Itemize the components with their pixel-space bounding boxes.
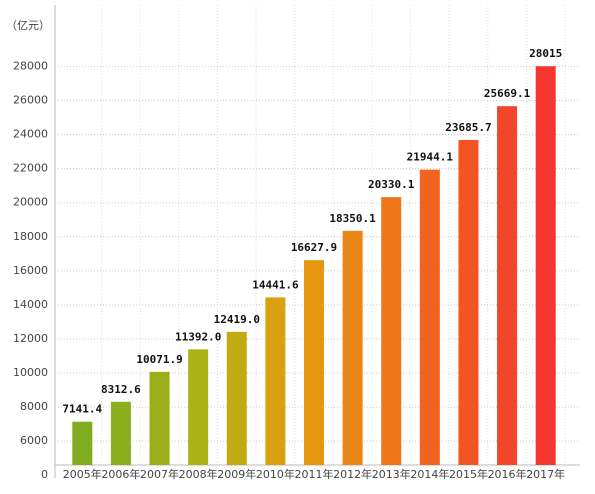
- x-tick-label: 2010年: [256, 467, 295, 481]
- y-tick-label: 24000: [13, 128, 48, 141]
- y-tick-label: 0: [41, 468, 48, 481]
- bar: [535, 66, 556, 466]
- value-label: 11392.0: [175, 330, 221, 343]
- value-label: 23685.7: [445, 121, 491, 134]
- value-label: 16627.9: [291, 241, 337, 254]
- x-tick-label: 2011年: [295, 467, 334, 481]
- y-tick-label: 26000: [13, 94, 48, 107]
- x-tick-label: 2007年: [140, 467, 179, 481]
- bar: [149, 371, 170, 465]
- x-tick-label: 2017年: [526, 467, 565, 481]
- value-label: 10071.9: [136, 353, 182, 366]
- value-label: 25669.1: [484, 87, 531, 100]
- value-label: 18350.1: [329, 212, 376, 225]
- y-axis-label: （亿元）: [6, 19, 50, 32]
- x-tick-label: 2008年: [179, 467, 218, 481]
- y-tick-label: 28000: [13, 59, 48, 72]
- bar: [265, 297, 286, 465]
- bar: [188, 349, 209, 465]
- bar: [497, 106, 518, 465]
- value-label: 12419.0: [214, 313, 260, 326]
- x-tick-label: 2012年: [333, 467, 372, 481]
- bar: [110, 401, 131, 465]
- bar: [419, 169, 440, 466]
- bar: [381, 197, 402, 465]
- x-tick-label: 2014年: [410, 467, 449, 481]
- y-tick-label: 6000: [20, 434, 48, 447]
- value-label: 21944.1: [407, 151, 454, 164]
- bar: [226, 331, 247, 465]
- value-label: 28015: [529, 47, 562, 60]
- x-tick-label: 2006年: [101, 467, 140, 481]
- x-tick-label: 2015年: [449, 467, 488, 481]
- bar: [72, 421, 93, 465]
- y-tick-label: 18000: [13, 230, 48, 243]
- value-label: 7141.4: [62, 403, 102, 416]
- y-tick-label: 10000: [13, 366, 48, 379]
- bar: [458, 139, 479, 465]
- bar: [342, 230, 363, 465]
- y-tick-label: 12000: [13, 332, 48, 345]
- x-tick-label: 2013年: [372, 467, 411, 481]
- y-tick-label: 20000: [13, 196, 48, 209]
- value-label: 14441.6: [252, 278, 299, 291]
- y-tick-label: 14000: [13, 298, 48, 311]
- x-tick-label: 2009年: [217, 467, 256, 481]
- value-label: 8312.6: [101, 383, 141, 396]
- y-tick-label: 16000: [13, 264, 48, 277]
- x-tick-label: 2016年: [488, 467, 527, 481]
- x-tick-label: 2005年: [63, 467, 102, 481]
- y-tick-label: 8000: [20, 400, 48, 413]
- y-tick-label: 22000: [13, 162, 48, 175]
- bar: [304, 260, 324, 465]
- value-label: 20330.1: [368, 178, 415, 191]
